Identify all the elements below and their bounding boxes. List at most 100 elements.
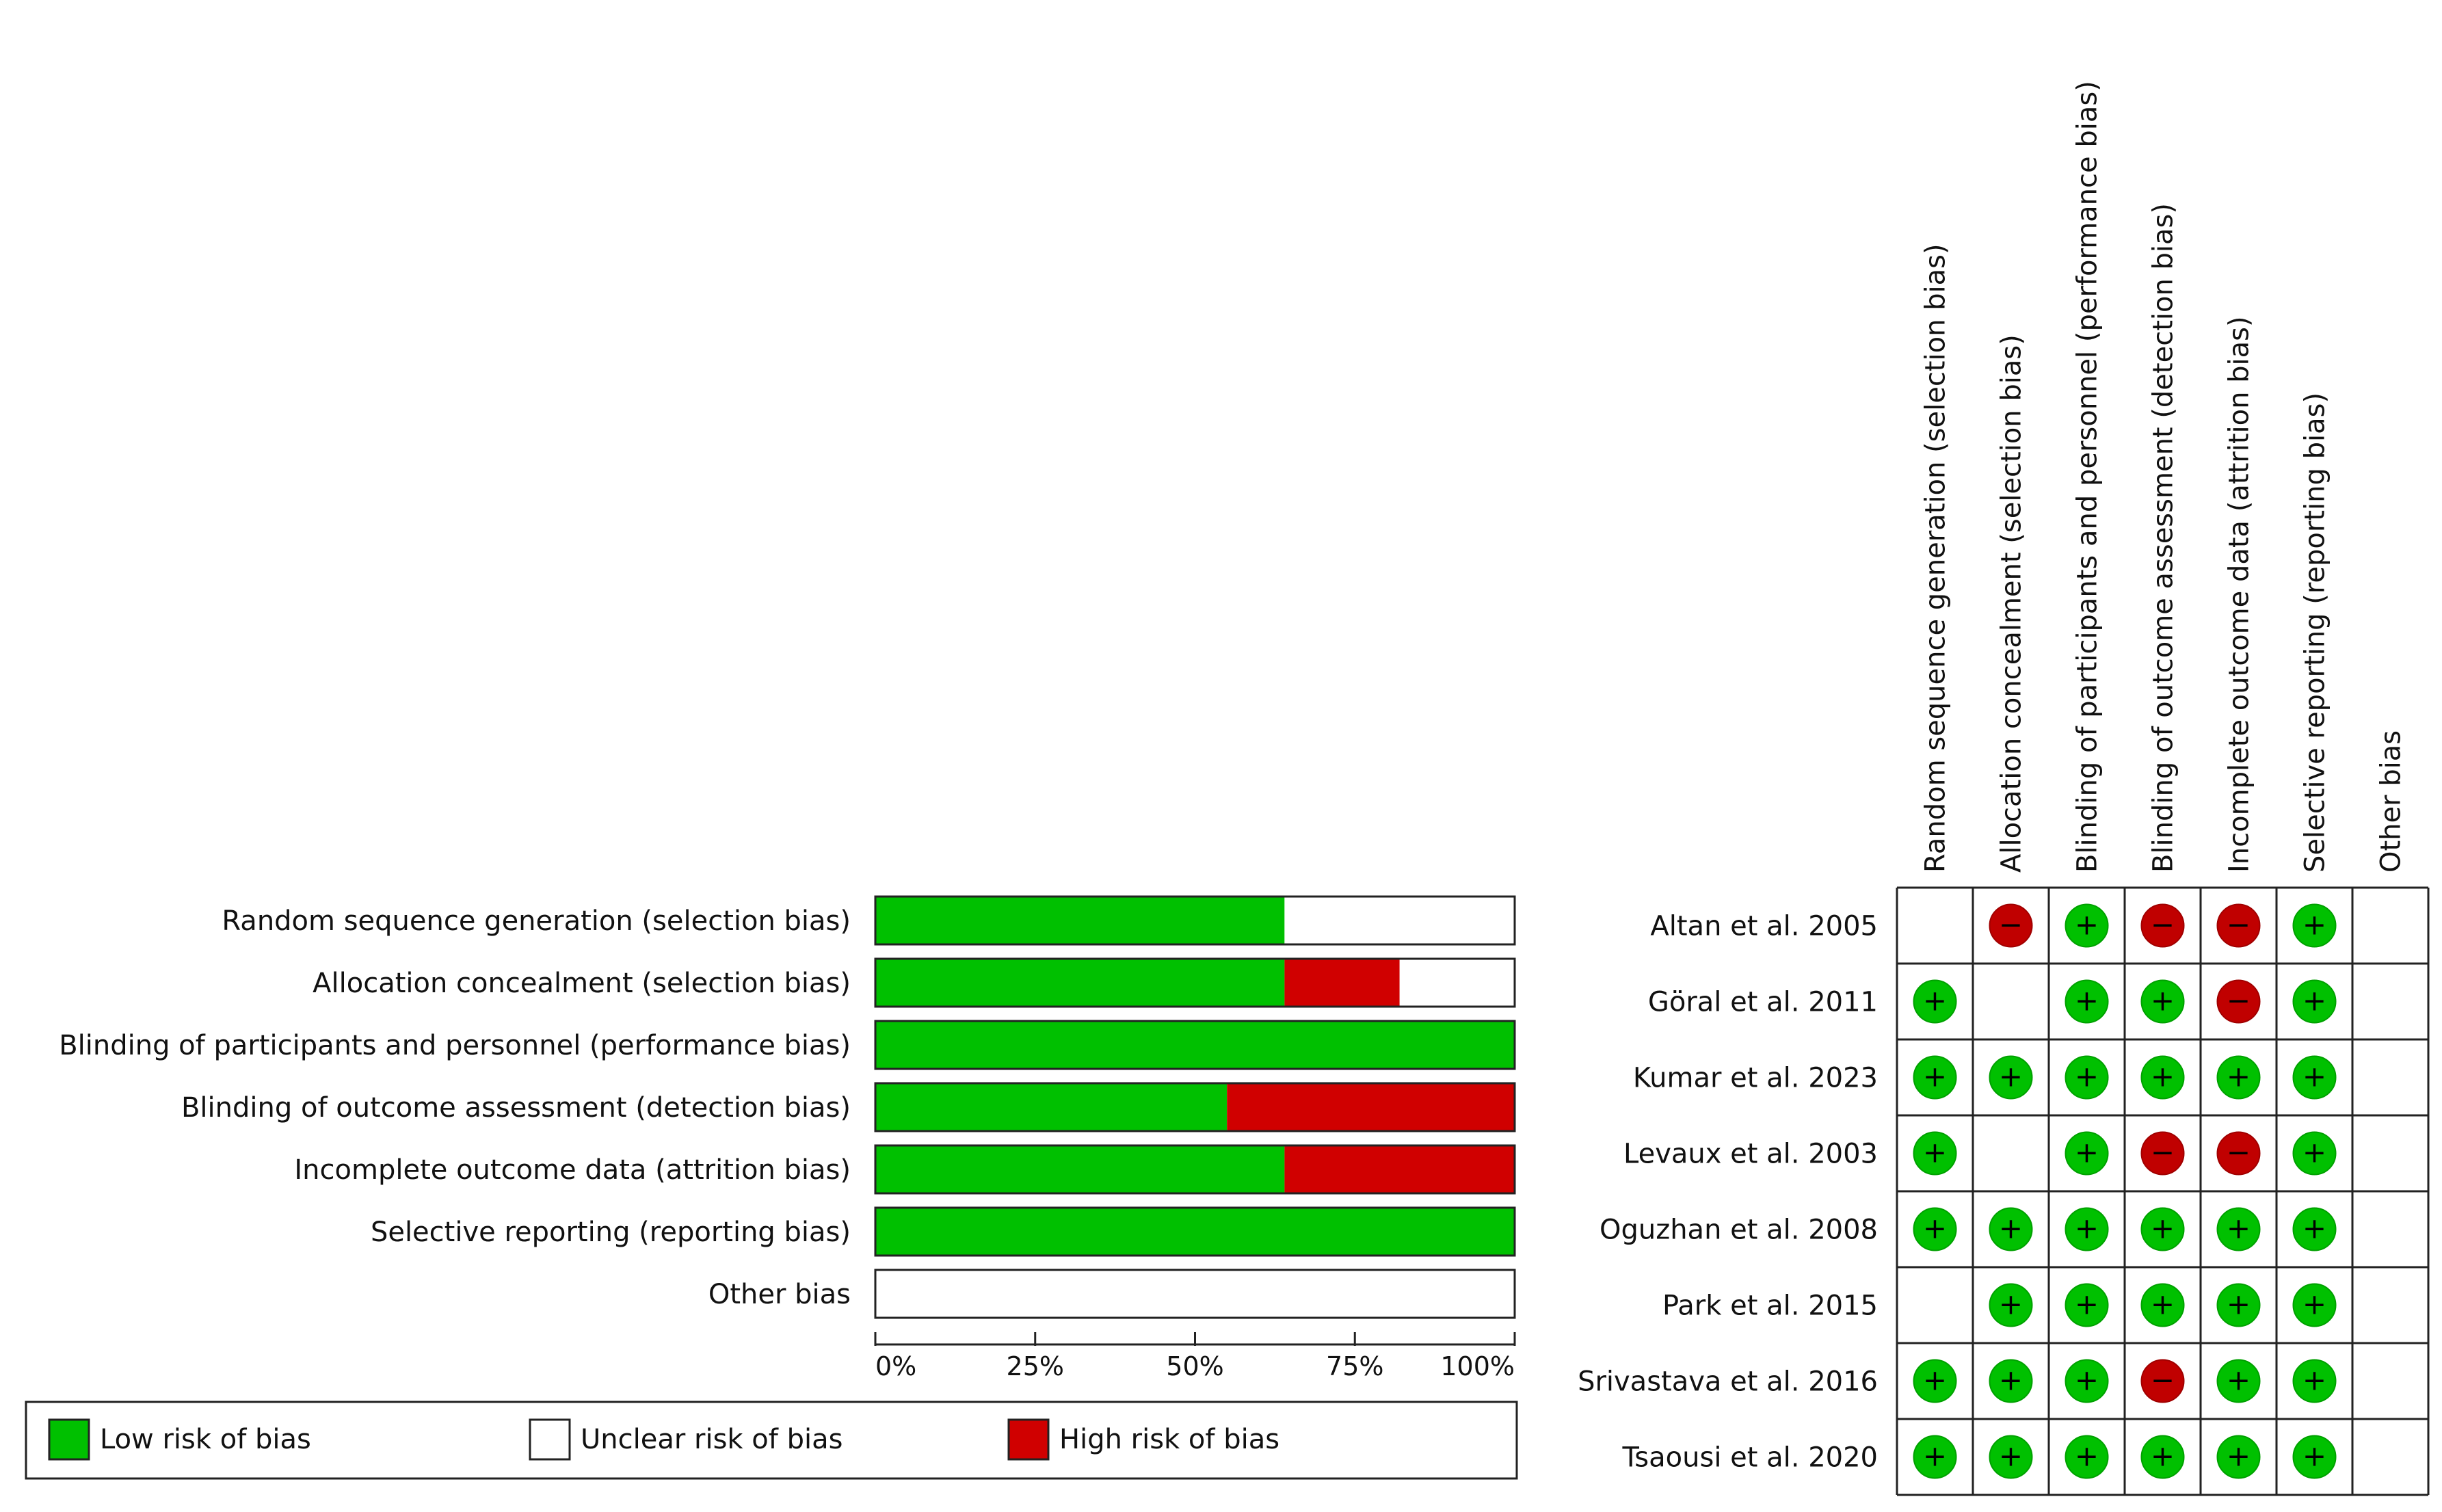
legend-box [25,1401,1518,1480]
domain-column-label: Allocation concealment (selection bias) [1996,334,2028,873]
low-risk-marker [1913,1359,1957,1403]
low-risk-symbol: + [1999,1288,2023,1321]
legend-label: Low risk of bias [100,1424,311,1455]
low-risk-marker [2292,903,2337,948]
bar-segment-low-risk-of-bias [875,1021,1515,1069]
study-label: Srivastava et al. 2016 [1578,1366,1878,1398]
low-risk-marker [2292,979,2337,1024]
bar-segment-unclear-risk-of-bias [1284,897,1515,944]
high-risk-marker [2140,903,2185,948]
bar-segment-high-risk-of-bias [1284,1145,1515,1193]
study-label: Kumar et al. 2023 [1633,1063,1878,1094]
low-risk-symbol: + [2302,1288,2326,1321]
low-risk-marker [2065,1131,2109,1176]
low-risk-symbol: + [2075,1364,2099,1397]
study-label: Altan et al. 2005 [1650,911,1878,942]
bar-segment-high-risk-of-bias [1227,1083,1515,1131]
low-risk-marker [2292,1283,2337,1327]
low-risk-marker [2065,1359,2109,1403]
high-risk-marker [2216,979,2261,1024]
low-risk-marker [2140,1207,2185,1251]
bar-outline [874,1206,1516,1257]
high-risk-marker [2216,903,2261,948]
low-risk-marker [2065,1283,2109,1327]
low-risk-symbol: + [2151,1060,2175,1093]
low-risk-symbol: + [2075,1288,2099,1321]
bar-segment-low-risk-of-bias [875,1083,1227,1131]
low-risk-symbol: + [2075,984,2099,1018]
bar-outline [874,1144,1516,1195]
bar-segment-low-risk-of-bias [875,959,1285,1007]
low-risk-marker [2140,1435,2185,1479]
high-risk-marker [2140,1131,2185,1176]
x-axis: 0% 25% 50% 75% 100% [874,1332,1516,1381]
low-risk-marker [2065,979,2109,1024]
category-label: Selective reporting (reporting bias) [371,1217,851,1248]
low-risk-marker [1989,1435,2033,1479]
low-risk-marker [2292,1359,2337,1403]
low-risk-symbol: + [2302,908,2326,942]
low-risk-symbol: + [2227,1212,2251,1245]
low-risk-symbol: + [2075,1212,2099,1245]
x-tick-label: 75% [1326,1351,1383,1381]
low-risk-marker [2292,1435,2337,1479]
low-risk-symbol: + [2151,1288,2175,1321]
bar-segment-low-risk-of-bias [875,1208,1515,1256]
low-risk-symbol: + [1999,1440,2023,1473]
study-label: Göral et al. 2011 [1648,987,1878,1018]
high-risk-symbol: − [2227,908,2251,942]
bar-outline [874,1020,1516,1070]
low-risk-symbol: + [2227,1364,2251,1397]
low-risk-symbol: + [1923,1060,1947,1093]
study-label: Oguzhan et al. 2008 [1600,1215,1878,1246]
low-risk-marker [1989,1359,2033,1403]
low-risk-marker [1913,1435,1957,1479]
risk-of-bias-grid: Random sequence generation (selection bi… [1578,81,2430,1496]
study-label: Tsaousi et al. 2020 [1621,1442,1878,1474]
low-risk-symbol: + [2302,1212,2326,1245]
low-risk-symbol: + [1999,1060,2023,1093]
low-risk-marker [2216,1283,2261,1327]
x-tick-label: 50% [1166,1351,1223,1381]
low-risk-symbol: + [1923,1364,1947,1397]
bar-outline [874,1082,1516,1132]
category-label: Random sequence generation (selection bi… [222,905,851,937]
low-risk-marker [2216,1207,2261,1251]
low-risk-symbol: + [2151,1440,2175,1473]
low-risk-marker [2065,1207,2109,1251]
low-risk-symbol: + [2227,1060,2251,1093]
x-tick-label: 0% [875,1351,916,1381]
legend: Low risk of bias Unclear risk of bias High… [25,1401,1518,1480]
bar-segment-unclear-risk-of-bias [1399,959,1515,1007]
high-risk-marker [2140,1359,2185,1403]
low-risk-marker [2065,1435,2109,1479]
bar-segment-high-risk-of-bias [1284,959,1400,1007]
high-risk-symbol: − [2151,1364,2175,1397]
low-risk-marker [2065,1055,2109,1100]
low-risk-symbol: + [2075,908,2099,942]
domain-column-label: Selective reporting (reporting bias) [2300,393,2331,873]
high-risk-symbol: − [2227,1136,2251,1169]
low-risk-marker [1913,1131,1957,1176]
low-risk-symbol: + [2151,984,2175,1018]
category-label: Incomplete outcome data (attrition bias) [294,1154,851,1186]
low-risk-marker [1913,979,1957,1024]
domain-column-label: Other bias [2376,730,2407,873]
low-risk-symbol: + [2302,1136,2326,1169]
low-risk-symbol: + [2302,984,2326,1018]
legend-label: High risk of bias [1059,1424,1279,1455]
category-label: Allocation concealment (selection bias) [313,968,851,999]
low-risk-marker [1913,1055,1957,1100]
bar-segment-low-risk-of-bias [875,1145,1285,1193]
x-tick-label: 100% [1440,1351,1515,1381]
low-risk-marker [2216,1359,2261,1403]
category-label: Blinding of participants and personnel (… [59,1030,851,1061]
low-risk-marker [1913,1207,1957,1251]
legend-label: Unclear risk of bias [581,1424,842,1455]
low-risk-marker [2140,1055,2185,1100]
legend-swatch [529,1418,571,1461]
low-risk-symbol: + [1923,1136,1947,1169]
high-risk-symbol: − [2151,908,2175,942]
low-risk-symbol: + [1923,984,1947,1018]
low-risk-symbol: + [2075,1060,2099,1093]
